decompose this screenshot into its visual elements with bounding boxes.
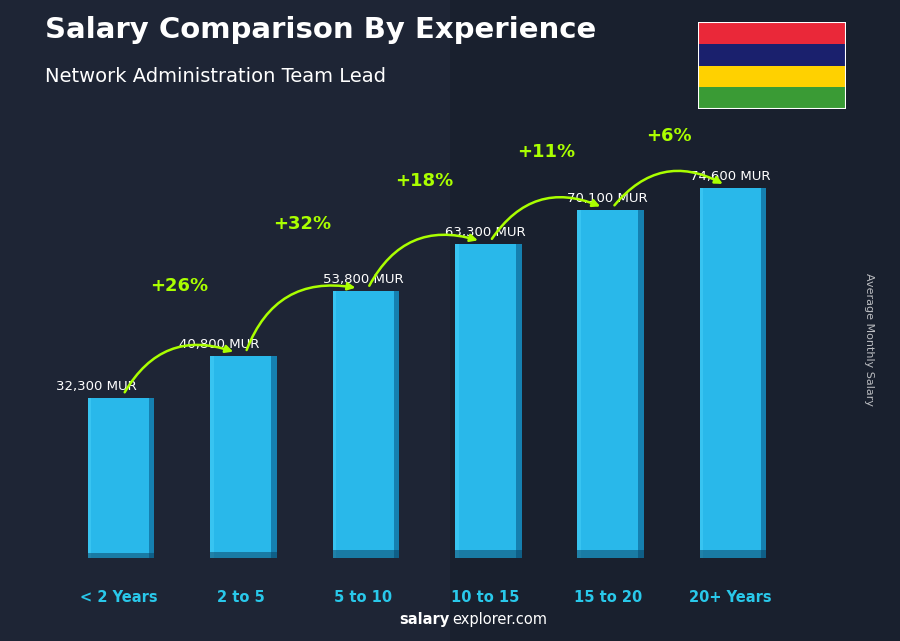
Bar bbox=[699, 550, 766, 558]
Bar bbox=[516, 244, 521, 558]
Bar bbox=[271, 356, 277, 558]
Bar bbox=[699, 188, 760, 558]
Text: Salary Comparison By Experience: Salary Comparison By Experience bbox=[45, 16, 596, 44]
Text: < 2 Years: < 2 Years bbox=[79, 590, 158, 605]
Text: 32,300 MUR: 32,300 MUR bbox=[56, 379, 137, 393]
Bar bbox=[698, 87, 846, 109]
Text: 74,600 MUR: 74,600 MUR bbox=[690, 171, 770, 183]
Bar bbox=[332, 550, 400, 558]
Bar bbox=[450, 0, 900, 641]
Bar bbox=[88, 397, 92, 558]
Bar bbox=[332, 291, 337, 558]
Bar bbox=[760, 188, 766, 558]
Bar bbox=[393, 291, 400, 558]
Bar bbox=[88, 397, 149, 558]
Text: Average Monthly Salary: Average Monthly Salary bbox=[863, 273, 874, 406]
Text: 20+ Years: 20+ Years bbox=[688, 590, 771, 605]
Bar bbox=[88, 553, 155, 558]
Text: 15 to 20: 15 to 20 bbox=[573, 590, 642, 605]
Text: Network Administration Team Lead: Network Administration Team Lead bbox=[45, 67, 386, 87]
Text: 70,100 MUR: 70,100 MUR bbox=[568, 192, 648, 206]
Bar bbox=[211, 356, 271, 558]
Bar bbox=[577, 210, 638, 558]
Text: salary: salary bbox=[400, 612, 450, 627]
Bar bbox=[698, 44, 846, 66]
Bar bbox=[211, 356, 214, 558]
Bar bbox=[699, 188, 703, 558]
Bar bbox=[454, 244, 516, 558]
Bar bbox=[149, 397, 155, 558]
Text: 63,300 MUR: 63,300 MUR bbox=[446, 226, 526, 239]
Bar bbox=[454, 244, 458, 558]
Text: 10 to 15: 10 to 15 bbox=[451, 590, 519, 605]
Bar bbox=[698, 66, 846, 87]
Bar bbox=[577, 550, 644, 558]
Text: +6%: +6% bbox=[646, 127, 692, 145]
Text: 5 to 10: 5 to 10 bbox=[334, 590, 392, 605]
Bar bbox=[698, 22, 846, 44]
Bar bbox=[454, 550, 521, 558]
Text: 40,800 MUR: 40,800 MUR bbox=[178, 338, 259, 351]
Bar bbox=[638, 210, 644, 558]
Text: +11%: +11% bbox=[518, 142, 576, 161]
Text: +18%: +18% bbox=[395, 172, 454, 190]
Text: +32%: +32% bbox=[273, 215, 331, 233]
Bar bbox=[332, 291, 393, 558]
Text: explorer.com: explorer.com bbox=[452, 612, 547, 627]
Text: 2 to 5: 2 to 5 bbox=[217, 590, 265, 605]
Bar bbox=[211, 552, 277, 558]
Text: +26%: +26% bbox=[150, 277, 209, 295]
Bar bbox=[577, 210, 580, 558]
Text: 53,800 MUR: 53,800 MUR bbox=[323, 273, 403, 287]
